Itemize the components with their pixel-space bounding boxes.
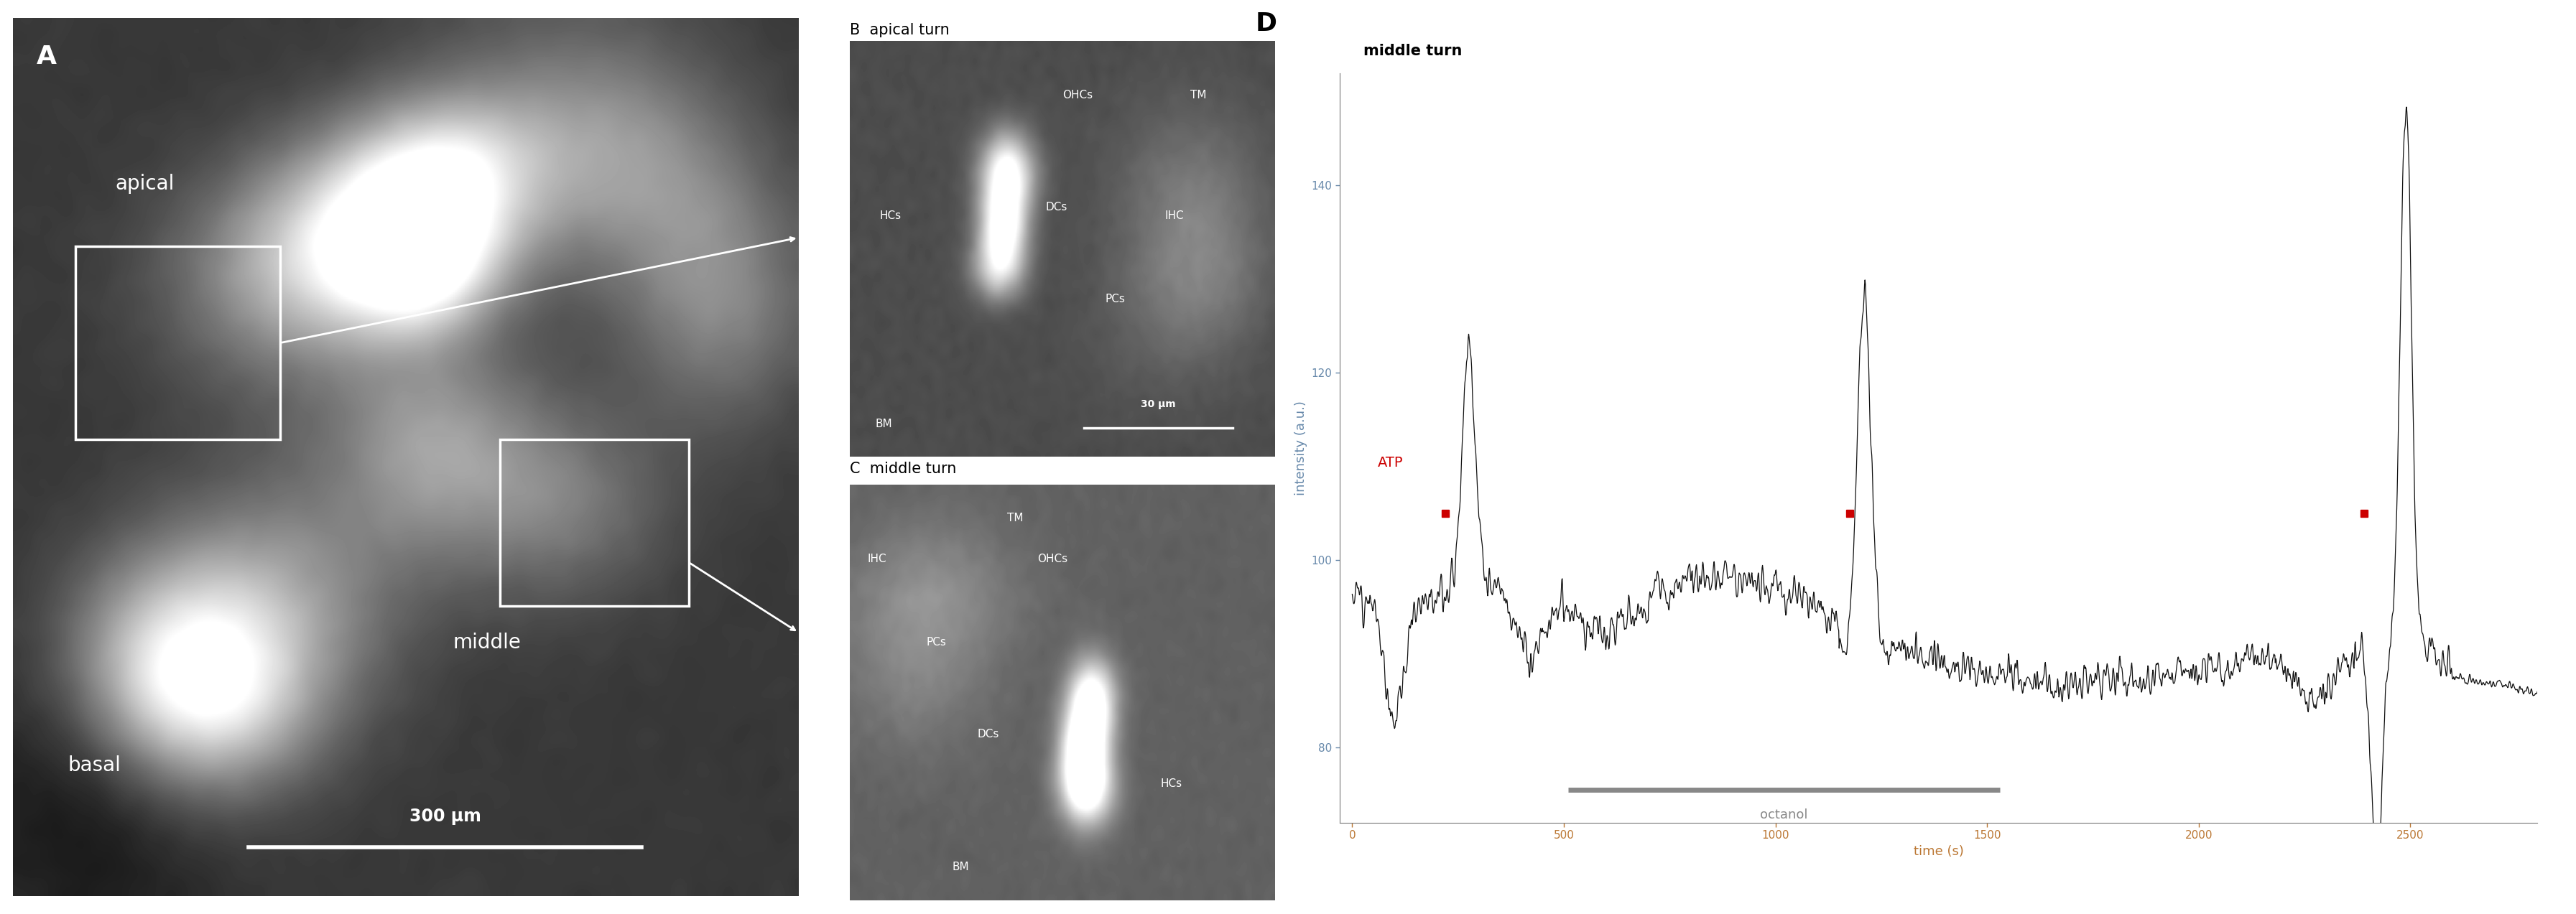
Text: ATP: ATP [1378, 456, 1404, 470]
Text: PCs: PCs [927, 637, 945, 648]
Text: TM: TM [1007, 513, 1023, 523]
Text: OHCs: OHCs [1038, 554, 1066, 565]
Text: C  middle turn: C middle turn [850, 462, 956, 476]
Text: A: A [36, 45, 57, 69]
Text: middle turn: middle turn [1363, 44, 1463, 58]
Bar [75, 247, 281, 440]
Text: IHC: IHC [868, 554, 886, 565]
Text: BM: BM [953, 862, 969, 872]
Text: 300 μm: 300 μm [410, 807, 482, 824]
Text: OHCs: OHCs [1061, 90, 1092, 101]
Text: 30 μm: 30 μm [1141, 399, 1175, 409]
X-axis label: time (s): time (s) [1914, 845, 1963, 857]
Text: basal: basal [67, 755, 121, 775]
Text: TM: TM [1190, 90, 1206, 101]
Text: DCs: DCs [1046, 202, 1066, 213]
Y-axis label: intensity (a.u.): intensity (a.u.) [1293, 400, 1306, 495]
Text: IHC: IHC [1164, 210, 1185, 221]
Bar [500, 440, 688, 606]
Text: HCs: HCs [1159, 779, 1182, 789]
Text: apical: apical [116, 174, 175, 194]
Text: B  apical turn: B apical turn [850, 23, 951, 37]
Text: middle: middle [453, 632, 520, 653]
Text: DCs: DCs [979, 728, 999, 739]
Text: BM: BM [876, 419, 891, 429]
Text: octanol: octanol [1759, 809, 1808, 822]
Text: D: D [1255, 11, 1278, 36]
Text: HCs: HCs [881, 210, 902, 221]
Text: PCs: PCs [1105, 293, 1126, 304]
